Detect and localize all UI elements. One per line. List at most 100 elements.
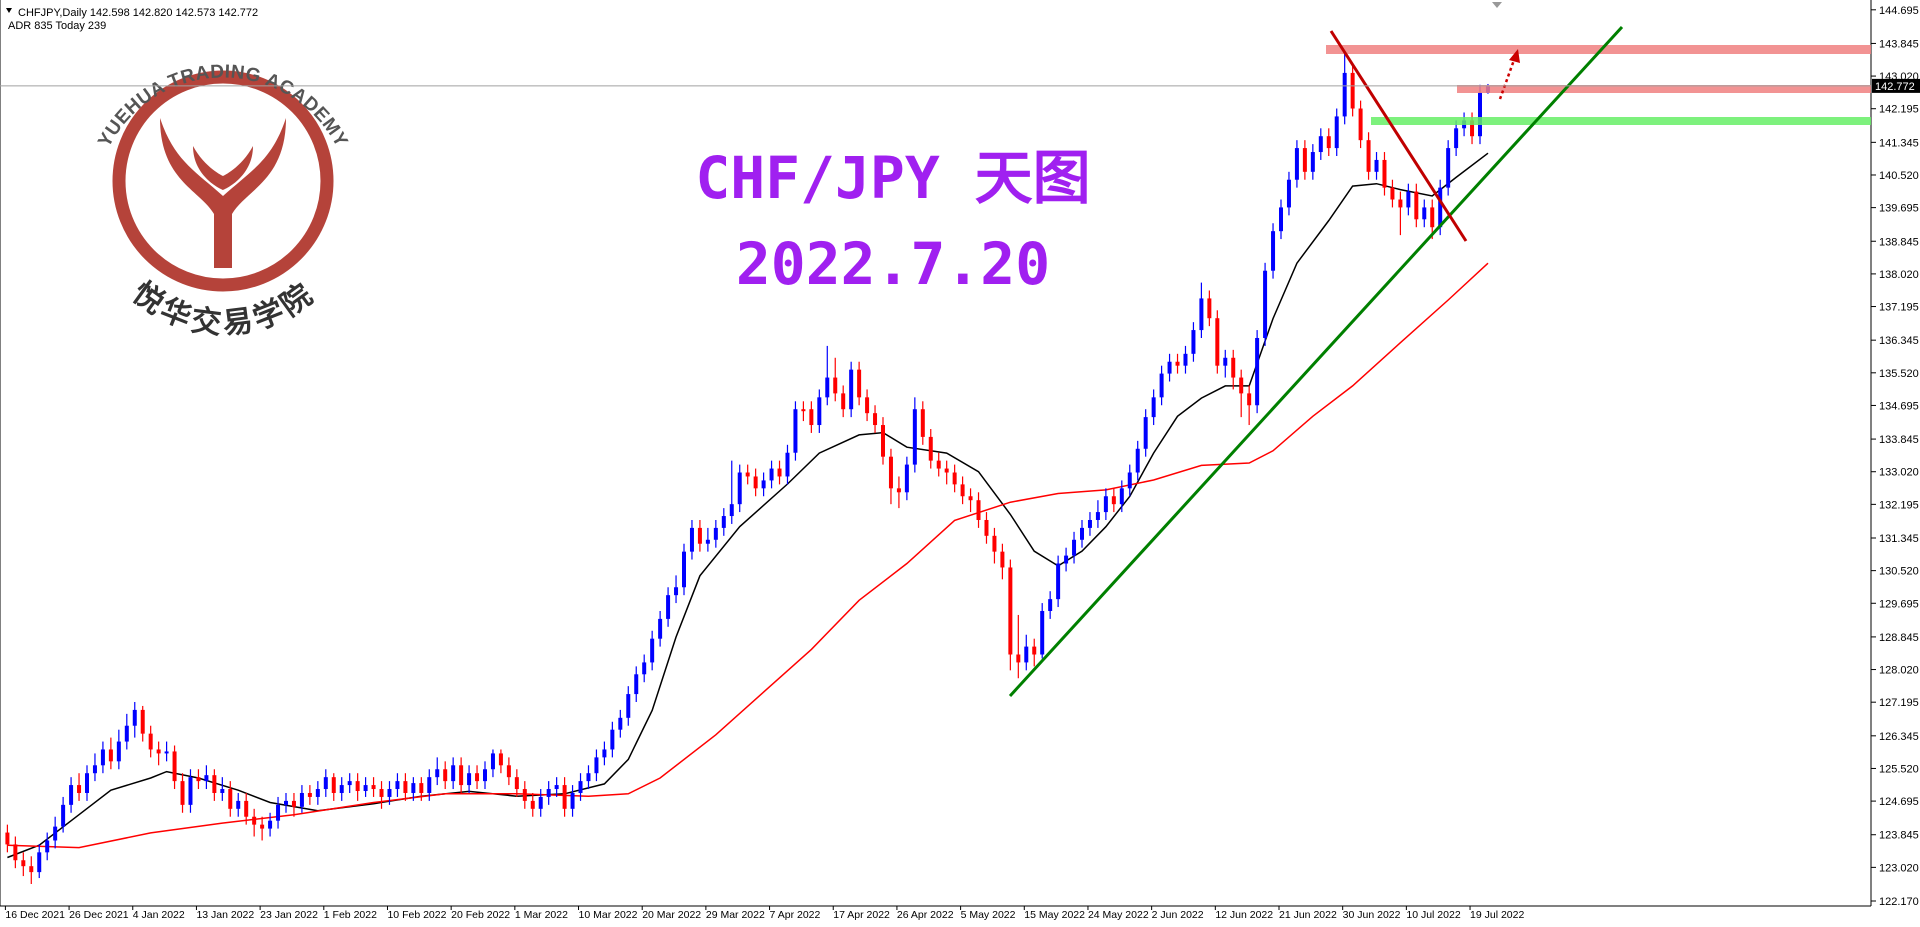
candle-body (284, 800, 288, 805)
candle-body (562, 785, 567, 809)
candle-body (1191, 330, 1196, 354)
x-tick-label: 13 Jan 2022 (196, 909, 254, 921)
candle-body (833, 377, 838, 394)
candle-body (427, 777, 432, 793)
y-tick-label: 133.020 (1879, 467, 1919, 479)
candle-body (912, 409, 917, 465)
x-tick-label: 23 Jan 2022 (260, 909, 318, 921)
candle-body (1430, 207, 1435, 228)
x-tick-label: 30 Jun 2022 (1343, 909, 1401, 921)
candle-body (785, 452, 790, 477)
candle-body (315, 789, 320, 797)
candle-body (936, 460, 941, 469)
logo-inner (193, 146, 253, 190)
candle-body (483, 769, 487, 782)
candle-body (1183, 353, 1188, 366)
candle-body (188, 777, 193, 805)
x-tick-label: 19 Jul 2022 (1470, 909, 1524, 921)
y-tick-label: 141.345 (1879, 137, 1919, 149)
resistance-zone (1326, 45, 1871, 54)
candle-body (888, 456, 893, 489)
candle-body (554, 785, 559, 790)
candle-body (546, 789, 551, 797)
logo-ring (112, 70, 334, 292)
candle-body (1199, 298, 1204, 331)
candle-body (1000, 551, 1005, 568)
candle-body (148, 733, 153, 750)
candle-body (904, 464, 909, 493)
x-tick-label: 16 Dec 2021 (5, 909, 65, 921)
trend-line (1008, 25, 1624, 698)
y-tick-label: 132.195 (1879, 499, 1919, 511)
candle-body (5, 832, 10, 845)
candle-body (355, 781, 360, 792)
candle-body (1103, 496, 1108, 513)
candle-body (618, 717, 623, 730)
chart-subtitle: 2022.7.20 (736, 230, 1050, 298)
candle-body (1310, 152, 1315, 172)
candle-body (459, 765, 464, 786)
y-tick-label: 125.520 (1879, 763, 1919, 775)
candle-body (395, 781, 400, 790)
candle-body (1008, 567, 1013, 655)
y-tick-label: 139.695 (1879, 203, 1919, 215)
y-tick-label: 129.695 (1879, 598, 1919, 610)
y-tick-label: 128.020 (1879, 665, 1919, 677)
scroll-marker (1492, 2, 1502, 8)
candle-body (124, 725, 129, 742)
candle-body (634, 674, 639, 695)
symbol-header: CHFJPY,Daily 142.598 142.820 142.573 142… (18, 7, 258, 19)
candle-body (825, 377, 830, 398)
candle-body (339, 785, 344, 793)
candle-body (252, 816, 257, 825)
candle-body (419, 783, 424, 793)
x-tick-label: 10 Feb 2022 (387, 909, 446, 921)
x-tick-label: 29 Mar 2022 (706, 909, 765, 921)
candle-body (1239, 377, 1244, 394)
candle-body (132, 709, 137, 726)
candle-body (689, 527, 694, 552)
candle-body (522, 789, 527, 801)
candle-body (1318, 136, 1323, 153)
candle-body (475, 773, 480, 782)
candle-body (371, 785, 376, 790)
candle-body (1215, 318, 1220, 366)
candle-body (1342, 72, 1347, 117)
candle-body (586, 773, 591, 782)
candle-body (180, 781, 185, 805)
candle-body (435, 769, 440, 778)
candle-body (1374, 159, 1379, 172)
moving-average (7, 262, 1489, 849)
candle-body (116, 741, 121, 762)
candle-body (61, 804, 66, 827)
candle-body (538, 796, 543, 809)
candle-body (1294, 148, 1299, 180)
candle-body (13, 844, 18, 861)
candle-body (666, 595, 671, 619)
candle-body (745, 472, 750, 477)
candle-body (1279, 207, 1283, 232)
y-tick-label: 126.345 (1879, 731, 1919, 743)
candle-body (37, 852, 42, 873)
candle-body (1080, 527, 1084, 540)
candle-body (228, 789, 233, 809)
candle-body (777, 468, 782, 477)
candle-body (1422, 207, 1427, 220)
candle-body (1064, 555, 1069, 564)
projection-arrow (1498, 59, 1516, 100)
candle-body (578, 781, 583, 793)
candle-body (809, 409, 814, 426)
y-tick-label: 123.845 (1879, 830, 1919, 842)
candle-body (220, 789, 225, 793)
chart-title: CHF/JPY 天图 (695, 144, 1090, 212)
x-tick-label: 1 Mar 2022 (515, 909, 568, 921)
candle-body (236, 800, 241, 809)
candle-body (69, 785, 74, 805)
candle-body (45, 840, 50, 853)
candle-body (1111, 496, 1116, 505)
candle-body (1024, 646, 1029, 663)
candle-body (172, 751, 177, 782)
menu-triangle (6, 8, 12, 13)
candle-body (92, 765, 97, 774)
